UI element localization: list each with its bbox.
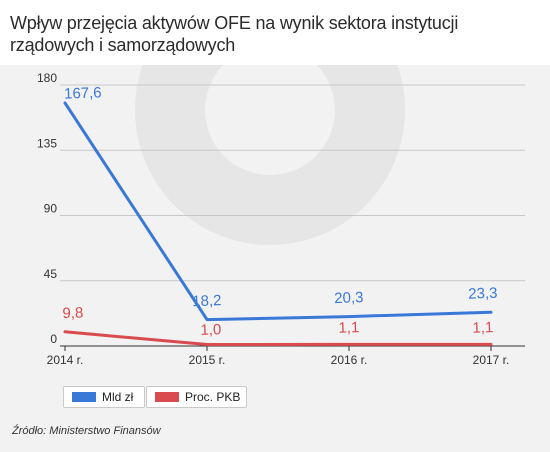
data-label-mld-zl: 167,6 xyxy=(64,84,102,102)
x-tick-label: 2016 r. xyxy=(331,353,368,367)
legend-item-mld-zl: Mld zł xyxy=(63,386,145,408)
chart-area: 0 45 90 135 180 2014 r. 2015 r. 2016 r. 2017 r. 1… xyxy=(0,65,550,452)
source-note: Źródło: Ministerstwo Finansów xyxy=(12,425,161,437)
chart-header: Wpływ przejęcia aktywów OFE na wynik sek… xyxy=(0,0,550,65)
legend-swatch-mld-zl xyxy=(72,392,96,402)
watermark-logo xyxy=(135,65,405,245)
y-tick-label: 90 xyxy=(44,202,58,216)
legend-label-proc-pkb: Proc. PKB xyxy=(185,390,241,404)
x-tick-label: 2017 r. xyxy=(473,353,510,367)
data-label-mld-zl: 18,2 xyxy=(192,292,222,310)
data-label-proc-pkb: 1,1 xyxy=(338,319,359,337)
x-tick-label: 2015 r. xyxy=(189,353,226,367)
y-tick-label: 0 xyxy=(50,332,57,346)
data-label-mld-zl: 20,3 xyxy=(334,289,364,307)
series-line-proc-pkb xyxy=(63,330,493,347)
x-tick-label: 2014 r. xyxy=(47,353,84,367)
data-label-mld-zl: 23,3 xyxy=(468,285,498,303)
chart-title: Wpływ przejęcia aktywów OFE na wynik sek… xyxy=(10,13,459,55)
legend-swatch-proc-pkb xyxy=(155,392,179,402)
data-label-proc-pkb: 1,1 xyxy=(472,319,493,337)
legend-label-mld-zl: Mld zł xyxy=(102,390,134,404)
y-tick-label: 45 xyxy=(44,267,58,281)
y-tick-label: 180 xyxy=(37,71,57,85)
data-label-proc-pkb: 9,8 xyxy=(62,304,83,322)
data-label-proc-pkb: 1,0 xyxy=(200,321,221,339)
series-line-mld-zl xyxy=(63,101,493,322)
y-tick-label: 135 xyxy=(37,136,57,150)
legend-item-proc-pkb: Proc. PKB xyxy=(146,386,247,408)
line-chart: 0 45 90 135 180 2014 r. 2015 r. 2016 r. 2017 r. 1… xyxy=(37,65,525,367)
